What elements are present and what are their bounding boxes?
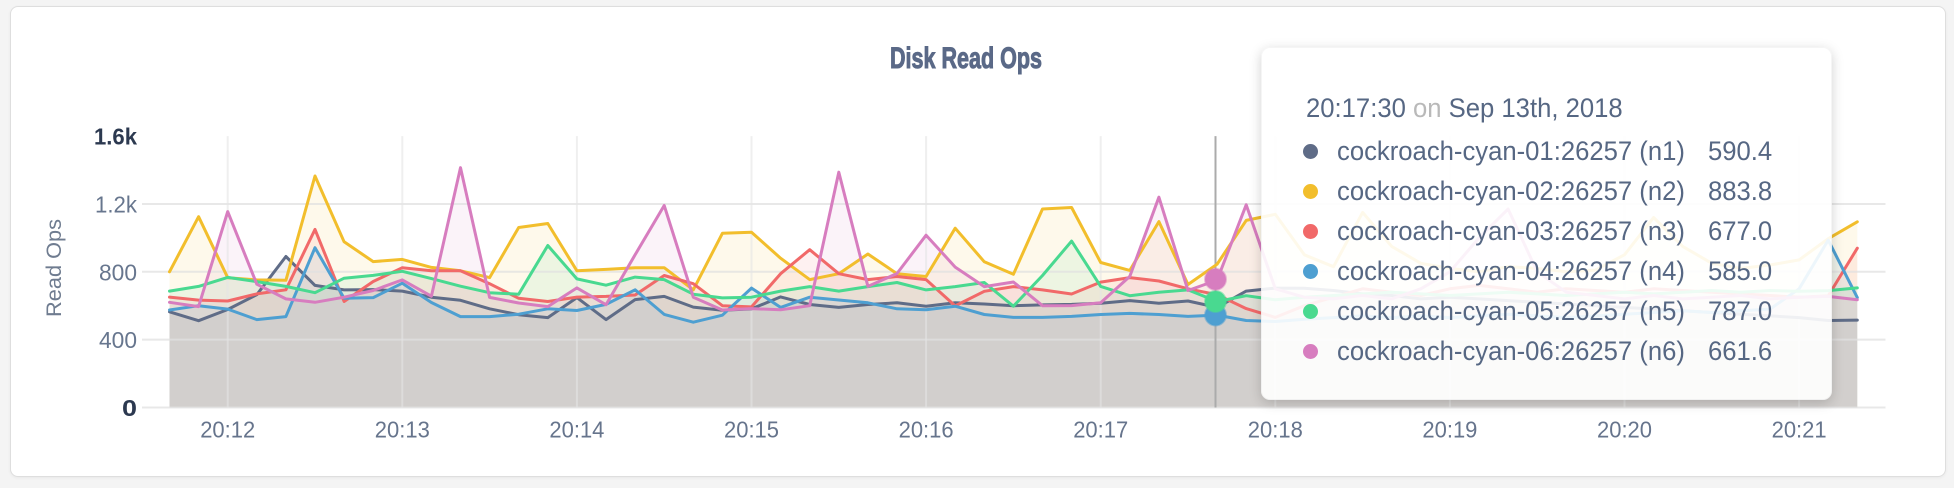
- svg-text:Disk Read Ops: Disk Read Ops: [890, 42, 1042, 75]
- svg-text:20:21: 20:21: [1772, 417, 1827, 443]
- svg-text:20:19: 20:19: [1422, 417, 1477, 443]
- svg-text:800: 800: [99, 259, 137, 285]
- svg-text:1.2k: 1.2k: [95, 191, 137, 217]
- svg-text:20:17: 20:17: [1073, 417, 1128, 443]
- svg-text:20:13: 20:13: [375, 417, 430, 443]
- svg-text:20:12: 20:12: [200, 417, 255, 443]
- svg-text:1.6k: 1.6k: [94, 124, 138, 150]
- svg-text:0: 0: [122, 395, 137, 421]
- svg-text:20:18: 20:18: [1248, 417, 1303, 443]
- svg-text:Read Ops: Read Ops: [43, 219, 66, 317]
- svg-text:20:15: 20:15: [724, 417, 779, 443]
- svg-text:400: 400: [99, 327, 137, 353]
- svg-text:20:14: 20:14: [549, 417, 604, 443]
- svg-text:20:20: 20:20: [1597, 417, 1652, 443]
- svg-text:20:16: 20:16: [899, 417, 954, 443]
